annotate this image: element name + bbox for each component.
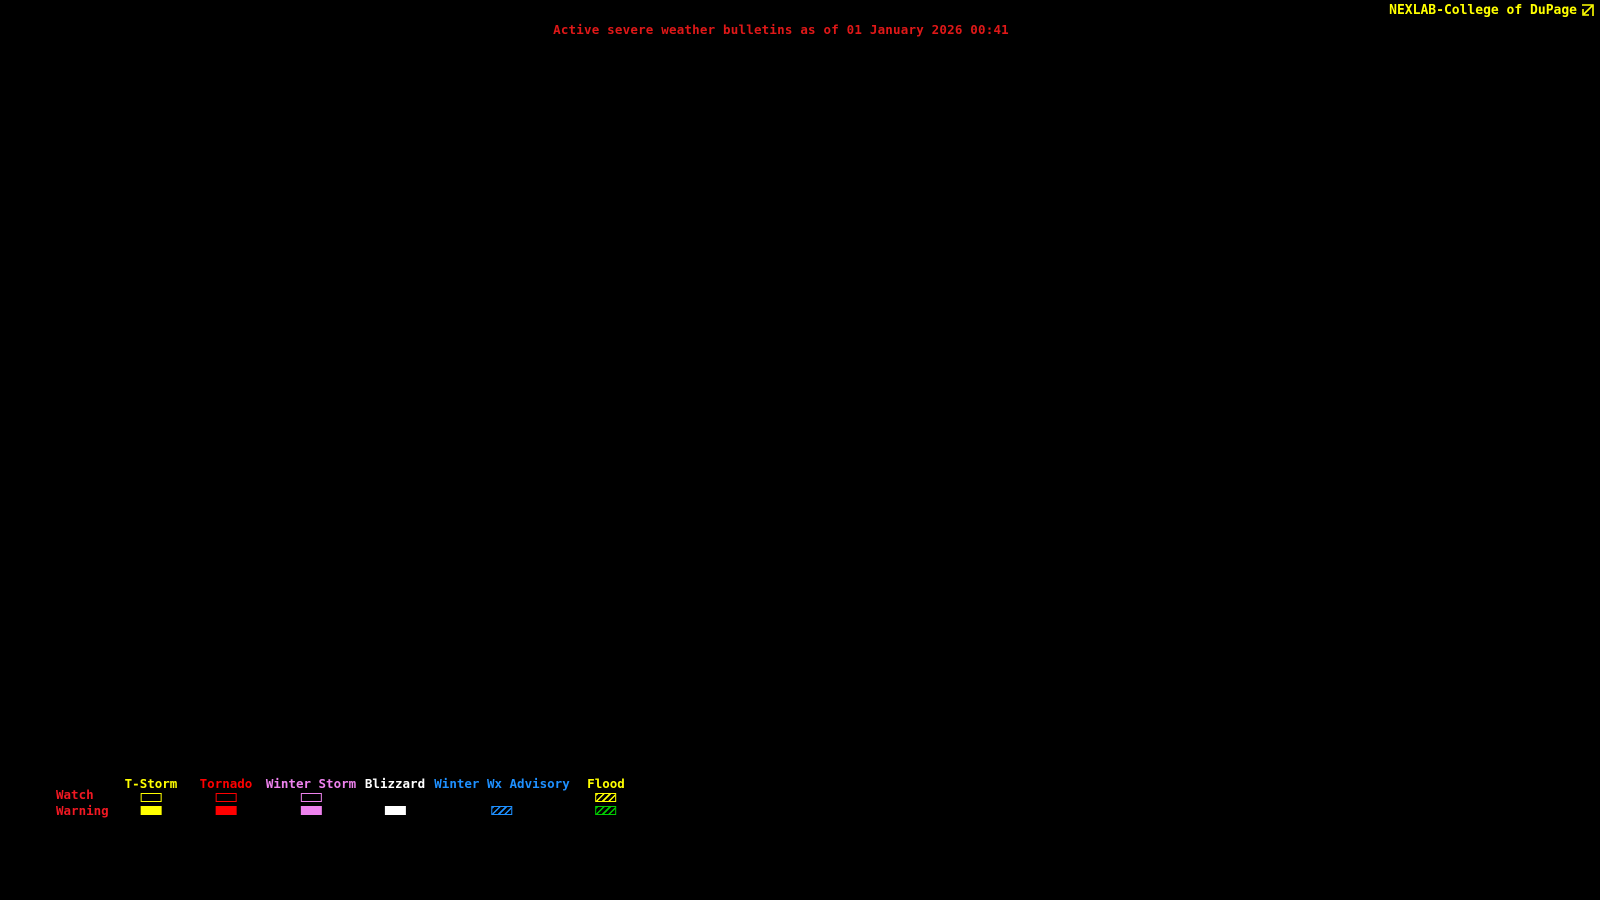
legend-warning-label: Warning <box>56 803 109 818</box>
legend-column-header: Winter Storm <box>265 776 357 791</box>
legend-watch-swatch-slot <box>300 791 322 804</box>
legend-column-header: Tornado <box>199 776 253 791</box>
legend-warning-swatch-slot <box>384 804 406 817</box>
legend-column-blizzard: Blizzard <box>365 777 425 817</box>
legend-column-header: T-Storm <box>124 776 178 791</box>
corner-arrow-icon <box>1581 4 1594 17</box>
warning-swatch <box>215 806 237 815</box>
legend-watch-swatch-slot <box>140 791 162 804</box>
legend-column-header: Blizzard <box>364 776 426 791</box>
warning-swatch <box>300 806 322 815</box>
map-title: Active severe weather bulletins as of 01… <box>553 22 1009 37</box>
warning-swatch <box>140 806 162 815</box>
warning-swatch <box>595 806 617 815</box>
legend-column-winter-storm: Winter Storm <box>266 777 356 817</box>
legend-watch-swatch-slot <box>215 791 237 804</box>
legend-warning-swatch-slot <box>491 804 513 817</box>
legend-watch-label: Watch <box>56 787 94 802</box>
legend-warning-swatch-slot <box>595 804 617 817</box>
legend-warning-swatch-slot <box>140 804 162 817</box>
legend-column-winter-wx-advisory: Winter Wx Advisory <box>434 776 570 817</box>
brand-text: NEXLAB-College of DuPage <box>1389 3 1577 18</box>
legend-watch-swatch-slot <box>595 791 617 804</box>
watch-swatch <box>300 793 322 802</box>
legend-warning-swatch-slot <box>215 804 237 817</box>
legend-warning-swatch-slot <box>300 804 322 817</box>
watch-swatch <box>140 793 162 802</box>
warning-swatch <box>491 806 513 815</box>
legend-column-t-storm: T-Storm <box>124 776 178 817</box>
legend-column-flood: Flood <box>587 777 625 817</box>
brand: NEXLAB-College of DuPage <box>1389 3 1594 18</box>
watch-swatch <box>215 793 237 802</box>
warning-swatch <box>384 806 406 815</box>
legend-column-header: Winter Wx Advisory <box>434 776 570 791</box>
legend-column-tornado: Tornado <box>199 776 253 817</box>
watch-swatch <box>595 793 617 802</box>
legend-column-header: Flood <box>587 776 625 791</box>
